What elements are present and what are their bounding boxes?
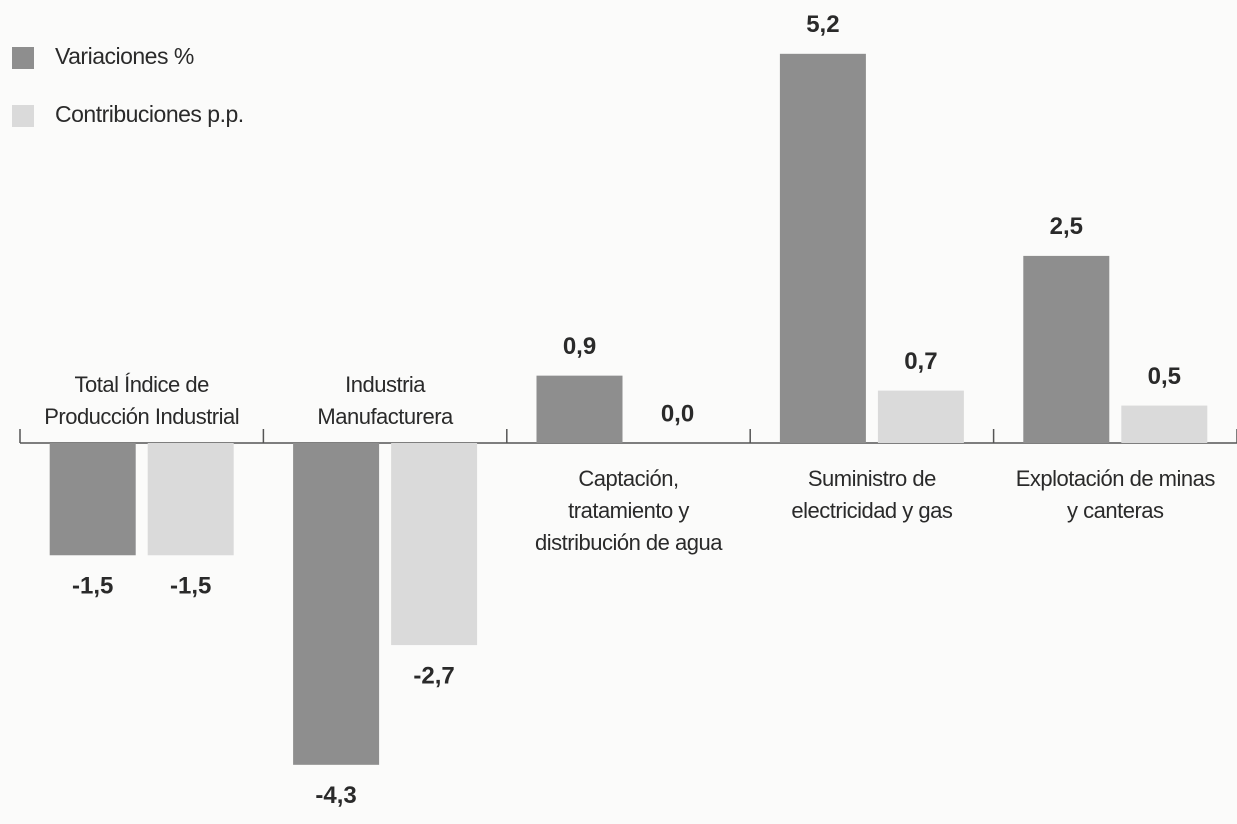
legend-swatch [12,105,34,127]
bar [1023,255,1110,443]
bar [779,53,866,444]
category-label: Industria Manufacturera [317,372,453,429]
legend-label: Variaciones % [55,43,194,69]
bar [391,443,478,646]
value-label: 2,5 [1050,213,1083,240]
value-label: 0,9 [563,333,596,360]
value-label: -2,7 [413,662,454,689]
category-label: Captación, tratamiento y distribución de… [535,466,722,555]
bar [877,390,964,443]
bar [293,443,380,765]
bar [49,443,136,556]
value-label: -1,5 [72,573,113,600]
category-label: Suministro de electricidad y gas [791,466,953,523]
category-label: Total Índice de Producción Industrial [44,372,240,429]
value-label: -1,5 [170,573,211,600]
value-label: -4,3 [315,782,356,809]
category-label: Explotación de minas y canteras [1015,466,1216,523]
value-label: 0,7 [904,348,937,375]
legend-swatch [12,47,34,69]
value-label: 5,2 [806,11,839,38]
bar [147,443,234,556]
value-label: 0,0 [661,400,694,427]
legend-label: Contribuciones p.p. [55,101,244,127]
value-label: 0,5 [1148,363,1181,390]
bar [536,375,623,443]
bar [1121,405,1208,443]
